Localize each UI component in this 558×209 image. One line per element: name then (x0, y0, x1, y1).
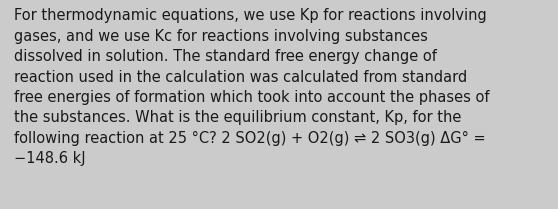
Text: For thermodynamic equations, we use Kp for reactions involving
gases, and we use: For thermodynamic equations, we use Kp f… (14, 8, 489, 166)
